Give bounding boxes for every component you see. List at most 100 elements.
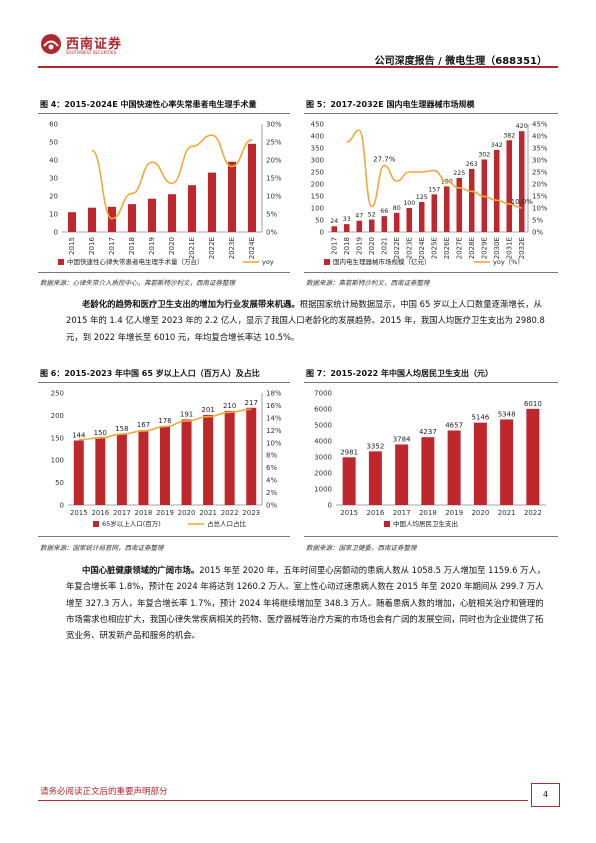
fig5-line-label: 27.7%: [373, 156, 396, 164]
fig6-y2tick: 8%: [266, 452, 277, 460]
page-number: 4: [531, 783, 560, 807]
fig6-bar: [246, 407, 257, 505]
fig5-title: 图 5：2017-2032E 国内电生理器械市场规模: [306, 100, 475, 109]
fig4-bar: [248, 143, 256, 232]
fig6-y2tick: 18%: [266, 390, 282, 398]
fig7-xtick: 2016: [366, 509, 384, 517]
fig6-bar: [160, 426, 170, 505]
logo-text: 西南证券: [66, 37, 123, 52]
fig5-bar: [469, 168, 475, 232]
fig6-xtick: 2017: [113, 509, 131, 517]
fig4-xtick: 2015: [68, 237, 76, 255]
fig5-y2tick: 20%: [532, 181, 548, 189]
fig6-ytick: 150: [51, 434, 64, 442]
fig5-data-label: 125: [416, 194, 428, 201]
logo-subtitle: SOUTHWEST SECURITIES: [66, 50, 117, 55]
fig6-xtick: 2019: [156, 509, 174, 517]
fig7-data-label: 3784: [393, 435, 411, 443]
fig5-xtick: 2032E: [518, 237, 526, 259]
fig6-xtick: 2016: [91, 509, 109, 517]
fig5-xtick: 2021: [380, 237, 388, 255]
fig4-bar: [148, 198, 156, 232]
fig5-bar: [419, 202, 425, 232]
fig4-y2tick: 20%: [266, 157, 282, 165]
fig7-data-label: 3352: [366, 442, 384, 450]
fig4-legend-bar-swatch: [58, 259, 64, 265]
fig5-y2tick: 45%: [532, 121, 548, 129]
fig6-bar: [181, 419, 192, 505]
fig6-chart: 0 50 100 150 200 250 0% 2% 4% 6% 8% 10% 12% 14% 16% 18%…: [51, 390, 282, 529]
fig6-title: 图 6：2015-2023 年中国 65 岁以上人口（百万人）及占比: [40, 369, 260, 378]
fig7-data-label: 5146: [471, 414, 489, 422]
report-header-title: 公司深度报告 / 微电生理（688351）: [374, 56, 547, 67]
fig7-bar: [526, 408, 540, 505]
fig7-title-rule: [304, 382, 558, 383]
fig7-chart: 0 1000 2000 3000 4000 5000 6000 7000 2981 2015 335…: [314, 390, 546, 528]
fig6-legend-bar-swatch: [93, 521, 99, 527]
fig5-bar: [519, 131, 525, 232]
paragraph-market-lead: 中国心脏健康领域的广阔市场。: [82, 565, 200, 575]
fig5-xtick: 2018: [343, 237, 351, 255]
fig7-ytick: 7000: [314, 390, 332, 398]
fig4-bar: [128, 204, 136, 232]
fig6-xtick: 2021: [199, 509, 217, 517]
fig6-bar: [224, 410, 235, 505]
fig4-xtick: 2019: [148, 237, 156, 255]
fig4-title: 图 4：2015-2024E 中国快速性心率失常患者电生理手术量: [40, 100, 257, 109]
fig7-ytick: 0: [328, 502, 332, 510]
fig7-data-label: 4237: [419, 428, 437, 436]
fig4-bar: [208, 172, 216, 232]
fig5-y2tick: 30%: [532, 157, 548, 165]
fig5-xtick: 2017: [330, 237, 338, 255]
fig4-yoy-line: [91, 134, 253, 220]
fig7-xtick: 2021: [498, 509, 516, 517]
fig7-xtick: 2019: [445, 509, 463, 517]
paragraph-aging-body: 根据国家统计局数据显示，中国 65 岁以上人口数量逐渐增长，从 2015 年的 …: [66, 299, 545, 342]
fig6-ytick: 250: [51, 390, 64, 398]
fig6-data-label: 150: [94, 429, 107, 437]
paragraph-market-body: 2015 年至 2020 年，五年时间里心房颤动的患病人数从 1058.5 万人…: [66, 565, 546, 641]
fig4-legend-line: yoy: [262, 258, 274, 266]
fig7-ytick: 5000: [314, 422, 332, 430]
fig5-ytick: 250: [311, 169, 324, 177]
fig5-xtick: 2027E: [455, 237, 463, 259]
fig5-bar: [344, 224, 350, 232]
fig4-y2tick: 0%: [266, 229, 277, 237]
paragraph-aging: 老龄化的趋势和医疗卫生支出的增加为行业发展带来机遇。根据国家统计局数据显示，中国…: [66, 296, 546, 345]
fig6-xtick: 2015: [70, 509, 88, 517]
fig7-bar: [368, 451, 382, 505]
fig4-title-rule: [38, 113, 290, 114]
fig5-y2tick: 0%: [532, 229, 543, 237]
fig5-y2tick: 5%: [532, 217, 543, 225]
fig6-bar: [203, 414, 214, 505]
fig5-ytick: 400: [311, 133, 324, 141]
fig5-ytick: 300: [311, 157, 324, 165]
fig5-xtick: 2025E: [430, 237, 438, 259]
fig5-bar: [406, 208, 412, 232]
fig5-y2tick: 25%: [532, 169, 548, 177]
fig5-data-label: 382: [503, 132, 515, 139]
fig5-data-label: 80: [393, 205, 401, 212]
fig4-y2tick: 10%: [266, 193, 282, 201]
fig6-xtick: 2018: [135, 509, 153, 517]
fig4-xtick: 2016: [88, 236, 96, 254]
fig6-y2tick: 0%: [266, 502, 277, 510]
fig5-data-label: 47: [355, 213, 363, 220]
fig4-bar: [228, 161, 236, 232]
fig5-ytick: 450: [311, 121, 324, 129]
fig4-bar: [88, 207, 96, 232]
fig4-legend-bar: 中国快速性心律失常患者电生理手术量（万台）: [67, 257, 204, 266]
fig5-bar: [394, 212, 400, 232]
fig5-data-label: 263: [466, 161, 478, 168]
fig4-chart: 0 10 20 30 40 50 60 0% 5% 10% 15% 20% 25% 30% 2015 2016…: [49, 121, 282, 267]
fig6-y2tick: 2%: [266, 489, 277, 497]
fig6-ytick: 200: [51, 412, 64, 420]
fig5-data-label: 225: [453, 170, 465, 177]
fig4-ytick: 30: [49, 175, 58, 183]
fig6-legend-bar: 65岁以上人口(百万): [102, 519, 161, 528]
fig5-data-label: 33: [343, 216, 351, 223]
fig6-yoy-line: [78, 408, 252, 441]
fig7-legend-bar: 中国人均居民卫生支出: [393, 519, 458, 528]
fig5-xtick: 2031E: [505, 237, 513, 259]
fig6-data-label: 201: [201, 406, 214, 414]
